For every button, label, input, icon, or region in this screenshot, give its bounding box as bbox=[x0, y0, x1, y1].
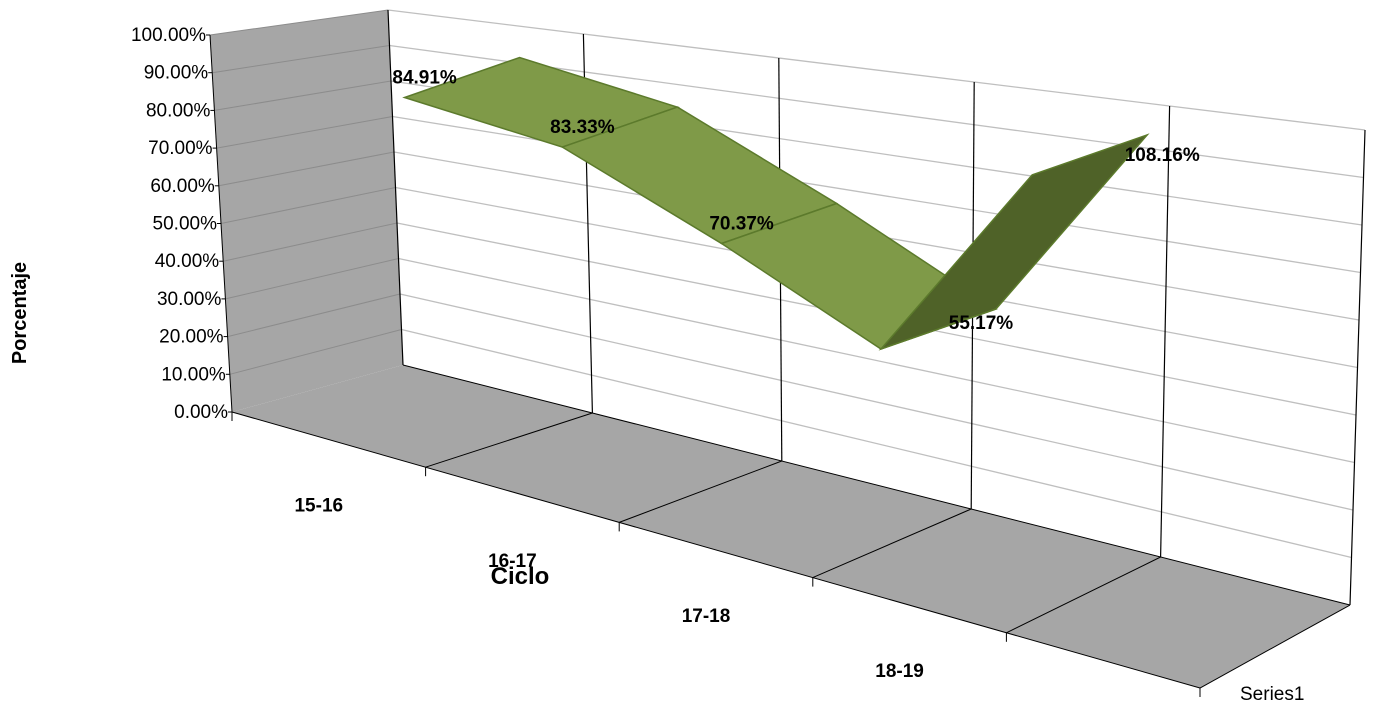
y-axis-title: Porcentaje bbox=[9, 262, 31, 364]
y-tick-label: 90.00% bbox=[144, 63, 209, 84]
floor-divider bbox=[1006, 556, 1161, 634]
floor bbox=[232, 365, 1350, 688]
y-tick-label: 70.00% bbox=[148, 138, 213, 159]
y-tick-label: 30.00% bbox=[157, 289, 222, 310]
left-wall bbox=[210, 10, 403, 412]
x-axis-title: Ciclo bbox=[491, 563, 550, 590]
x-tick-label: 18-19 bbox=[875, 661, 924, 682]
gridline-back bbox=[401, 328, 1352, 559]
data-label: 70.37% bbox=[709, 213, 774, 234]
data-label: 83.33% bbox=[550, 117, 615, 138]
gridline-side bbox=[214, 80, 392, 111]
x-tick-label: 16-17 bbox=[488, 551, 537, 572]
back-wall-left-edge bbox=[387, 9, 404, 366]
x-tick-label: 15-16 bbox=[294, 496, 343, 517]
x-axis-line bbox=[231, 411, 1201, 689]
gridline-side bbox=[216, 116, 393, 149]
gridline-side bbox=[212, 45, 390, 74]
x-ticks bbox=[231, 412, 1201, 697]
floor-divider bbox=[619, 460, 782, 523]
gridline-side bbox=[218, 151, 395, 187]
y-tick-label: 40.00% bbox=[155, 251, 220, 272]
data-label: 108.16% bbox=[1125, 145, 1200, 166]
y-tick-labels: 0.00% 10.00% 20.00% 30.00% 40.00% 50.00% 60.00… bbox=[131, 25, 232, 423]
y-tick-label: 60.00% bbox=[150, 176, 215, 197]
back-wall-right-edge bbox=[1349, 129, 1366, 606]
category-divider bbox=[1160, 105, 1171, 558]
gridline-side bbox=[220, 187, 396, 224]
floor-divider bbox=[425, 412, 593, 468]
gridline-back bbox=[387, 9, 1366, 131]
gridline-side bbox=[223, 222, 398, 262]
floor-back-edge bbox=[402, 364, 1351, 606]
gridline-side bbox=[225, 258, 399, 300]
gridline-side bbox=[209, 9, 389, 36]
series-name-label: Series1 bbox=[1240, 684, 1304, 705]
data-label: 84.91% bbox=[392, 67, 457, 88]
gridline-back bbox=[399, 293, 1354, 511]
gridline-back bbox=[398, 257, 1355, 464]
x-tick-label: 17-18 bbox=[682, 606, 731, 627]
y-tick-label: 20.00% bbox=[159, 327, 224, 348]
floor-right-edge bbox=[1199, 604, 1351, 689]
y-tick-label: 100.00% bbox=[131, 25, 206, 46]
data-labels: 84.91% 83.33% 70.37% 55.17% 108.16% bbox=[392, 67, 1199, 334]
y-tick-label: 10.00% bbox=[161, 364, 226, 385]
series-segment bbox=[878, 133, 1150, 351]
y-tick-label: 80.00% bbox=[146, 100, 211, 121]
floor-divider bbox=[812, 508, 972, 579]
y-tick-label: 0.00% bbox=[174, 402, 228, 423]
gridline-side bbox=[229, 329, 402, 375]
series-ribbon bbox=[402, 56, 1150, 351]
y-tick-label: 50.00% bbox=[153, 214, 218, 235]
data-label: 55.17% bbox=[949, 313, 1014, 334]
gridline-side bbox=[227, 293, 401, 338]
